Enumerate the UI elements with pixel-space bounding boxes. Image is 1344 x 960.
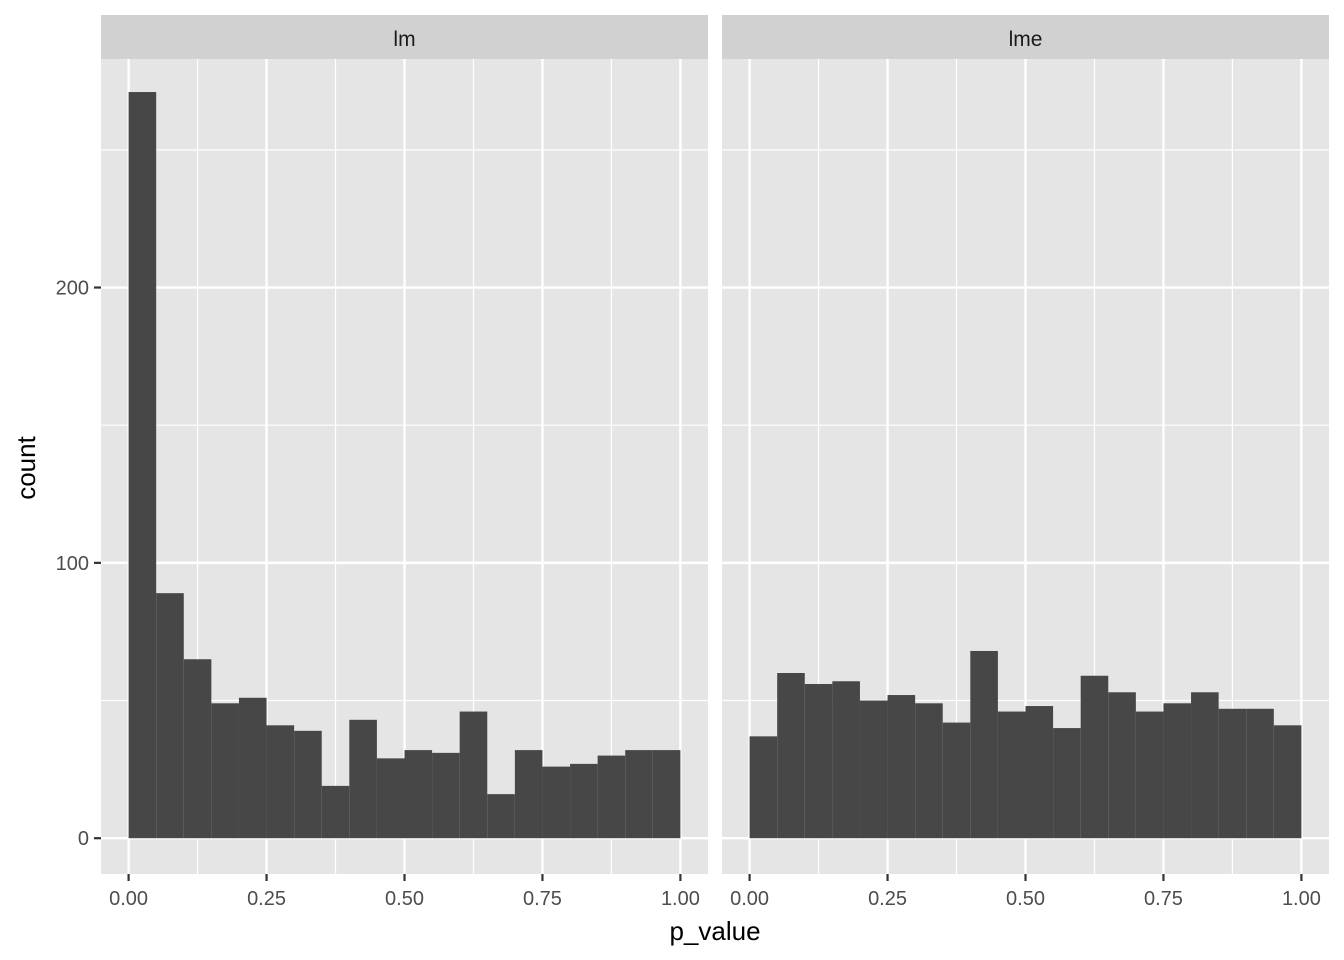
histogram-bar (1218, 708, 1247, 839)
y-tick-label: 200 (56, 278, 89, 300)
y-axis-title: count (11, 435, 41, 499)
histogram-bar (1080, 675, 1109, 839)
histogram-bar (1191, 692, 1219, 839)
x-tick-label: 1.00 (661, 888, 700, 910)
histogram-bar (942, 722, 971, 839)
facet-lm: lm 0.00 0.25 0.50 0.75 1.00 (101, 15, 708, 910)
histogram-bar (1108, 692, 1136, 839)
x-tick-label: 0.75 (523, 888, 562, 910)
histogram-bar (542, 766, 571, 839)
histogram-bar (887, 695, 916, 839)
histogram-bar (749, 736, 778, 839)
histogram-bar (652, 750, 681, 839)
histogram-bar (970, 650, 998, 839)
histogram-bar (183, 659, 212, 839)
histogram-bars (749, 650, 1302, 839)
facet-strip-label: lme (1009, 28, 1043, 51)
histogram-bar (514, 750, 543, 839)
x-tick-label: 0.75 (1144, 888, 1183, 910)
y-tick-label: 100 (56, 553, 89, 575)
y-axis: 0 100 200 (56, 278, 101, 850)
x-tick-label: 0.00 (109, 888, 148, 910)
x-axis-title: p_value (669, 916, 760, 946)
x-tick-label: 0.50 (1006, 888, 1045, 910)
histogram-bar (777, 673, 805, 839)
facet-strip (101, 15, 708, 59)
histogram-bar (1053, 728, 1081, 839)
histogram-bar (1246, 708, 1274, 839)
histogram-bar (156, 593, 184, 839)
histogram-bar (1025, 706, 1054, 839)
histogram-bar (915, 703, 943, 839)
histogram-bar (859, 700, 888, 839)
x-tick-label: 0.50 (385, 888, 424, 910)
histogram-bar (804, 684, 833, 839)
histogram-bar (487, 794, 515, 839)
facet-strip (722, 15, 1329, 59)
facet-panels: lm 0.00 0.25 0.50 0.75 1.00 lme 0.00 0.25 0.50 0.7… (101, 15, 1329, 910)
histogram-bar (238, 697, 267, 839)
histogram-bar (1135, 711, 1164, 839)
histogram-bar (597, 755, 626, 839)
x-tick-label: 0.25 (247, 888, 286, 910)
histogram-bar (376, 758, 405, 839)
histogram-bar (459, 711, 488, 839)
histogram-bar (321, 785, 350, 839)
facet-lme: lme 0.00 0.25 0.50 0.75 1.00 (722, 15, 1329, 910)
histogram-bar (997, 711, 1026, 839)
histogram-bar (1273, 725, 1302, 839)
histogram-bar (294, 730, 322, 839)
histogram-bar (570, 763, 598, 839)
x-tick-label: 0.25 (868, 888, 907, 910)
histogram-bar (625, 750, 653, 839)
histogram-bar (432, 752, 460, 839)
facet-strip-label: lm (393, 28, 415, 51)
histogram-bar (349, 719, 377, 839)
x-tick-label: 0.00 (730, 888, 769, 910)
histogram-bar (266, 725, 295, 839)
y-tick-label: 0 (78, 828, 89, 850)
histogram-bar (1163, 703, 1192, 839)
histogram-bar (404, 750, 433, 839)
histogram-bar (832, 681, 860, 839)
histogram-bar (128, 92, 157, 839)
histogram-bars (128, 92, 681, 839)
x-tick-label: 1.00 (1282, 888, 1321, 910)
histogram-bar (211, 703, 239, 839)
